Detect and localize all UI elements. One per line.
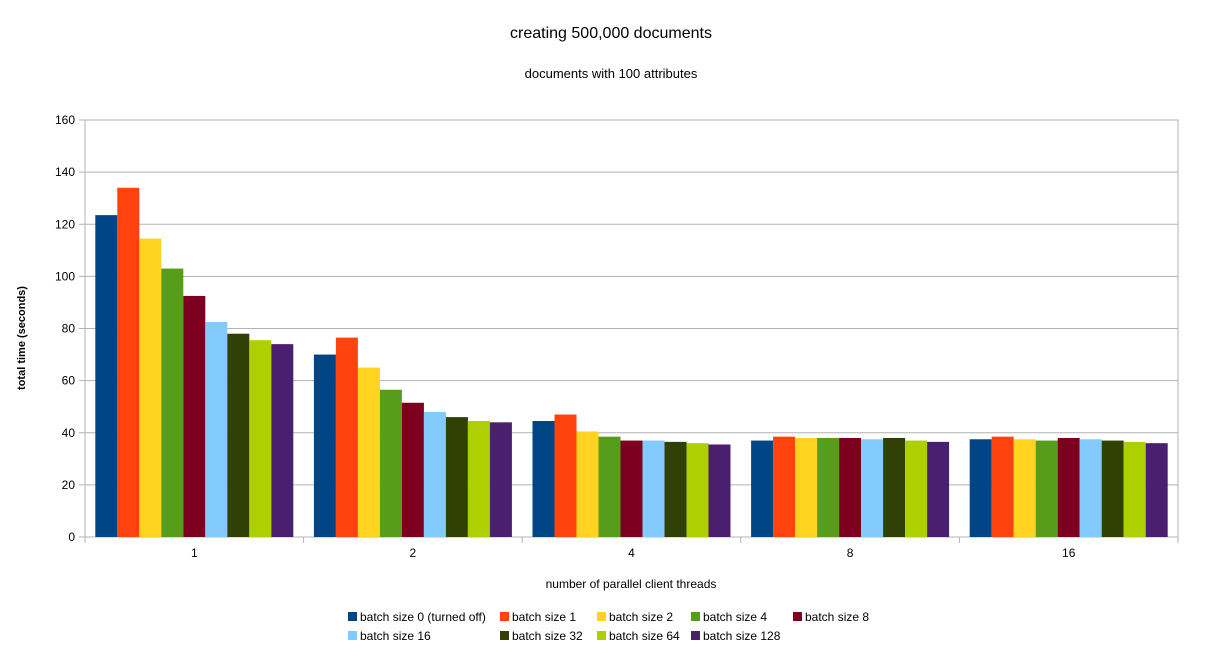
bar	[1057, 437, 1080, 537]
legend-label: batch size 128	[703, 629, 781, 643]
bar	[751, 440, 774, 537]
y-tick-label: 0	[68, 530, 75, 544]
bar	[1123, 441, 1146, 537]
bar	[205, 321, 228, 537]
y-tick-label: 40	[62, 426, 76, 440]
bar	[357, 367, 380, 537]
legend-item: batch size 8	[793, 610, 869, 624]
legend-swatch	[691, 631, 700, 640]
legend-label: batch size 64	[609, 629, 680, 643]
chart-title: creating 500,000 documents	[510, 25, 712, 42]
legend-swatch	[793, 612, 802, 621]
legend-label: batch size 4	[703, 610, 767, 624]
legend-swatch	[500, 631, 509, 640]
bar	[489, 422, 512, 537]
y-tick-label: 120	[55, 217, 75, 231]
bar	[554, 414, 577, 537]
bar	[664, 441, 687, 537]
bar	[686, 443, 709, 537]
bar	[161, 268, 184, 537]
legend-item: batch size 64	[597, 629, 680, 643]
bar	[95, 215, 118, 538]
legend-label: batch size 1	[512, 610, 576, 624]
legend-label: batch size 8	[805, 610, 869, 624]
x-tick-label: 8	[847, 546, 854, 560]
legend-label: batch size 0 (turned off)	[360, 610, 486, 624]
axes: 0 20 40 60 80 100 120 140 160 1 2 4 8 16	[55, 113, 1179, 560]
bar	[249, 340, 272, 537]
bar	[576, 431, 599, 537]
bar	[467, 421, 490, 537]
legend-item: batch size 128	[691, 629, 781, 643]
bar	[423, 411, 446, 537]
y-tick-label: 100	[55, 269, 75, 283]
x-tick-label: 4	[628, 546, 635, 560]
bar	[183, 295, 206, 537]
bar	[271, 344, 294, 537]
legend-item: batch size 32	[500, 629, 583, 643]
bar	[139, 238, 162, 537]
legend-label: batch size 16	[360, 629, 431, 643]
bar	[1035, 440, 1058, 537]
legend-item: batch size 2	[597, 610, 673, 624]
x-tick-label: 2	[410, 546, 417, 560]
bars	[95, 187, 1168, 538]
bar	[335, 337, 358, 537]
bar	[861, 439, 884, 537]
bar	[1079, 439, 1102, 537]
y-tick-label: 140	[55, 165, 75, 179]
legend-swatch	[348, 612, 357, 621]
bar	[839, 437, 862, 537]
y-tick-label: 20	[62, 478, 76, 492]
y-tick-label: 160	[55, 113, 75, 127]
bar	[1101, 440, 1124, 537]
bar	[927, 441, 950, 537]
legend-swatch	[500, 612, 509, 621]
bar	[532, 421, 555, 537]
bar	[817, 437, 840, 537]
bar	[708, 444, 731, 537]
bar	[1145, 443, 1168, 537]
legend-swatch	[348, 631, 357, 640]
legend: batch size 0 (turned off) batch size 1 bat…	[348, 610, 869, 643]
legend-swatch	[597, 612, 606, 621]
legend-item: batch size 1	[500, 610, 576, 624]
x-tick-label: 1	[191, 546, 198, 560]
bar	[227, 333, 250, 537]
x-axis-label: number of parallel client threads	[546, 577, 717, 591]
bar	[883, 437, 906, 537]
bar	[969, 439, 992, 537]
bar	[642, 440, 665, 537]
bar	[313, 354, 336, 537]
bar	[445, 417, 468, 537]
x-tick-label: 16	[1062, 546, 1076, 560]
legend-swatch	[597, 631, 606, 640]
bar	[795, 437, 818, 537]
y-tick-label: 60	[62, 374, 76, 388]
bar	[598, 436, 621, 537]
bar	[401, 402, 424, 537]
legend-label: batch size 32	[512, 629, 583, 643]
bar	[117, 187, 140, 537]
y-axis-label: total time (seconds)	[16, 286, 28, 390]
bar	[620, 440, 643, 537]
bar	[379, 389, 402, 537]
bar	[905, 440, 928, 537]
bar	[1013, 439, 1036, 537]
bar	[773, 436, 796, 537]
legend-swatch	[691, 612, 700, 621]
legend-item: batch size 4	[691, 610, 767, 624]
legend-item: batch size 0 (turned off)	[348, 610, 486, 624]
bar	[991, 436, 1014, 537]
legend-label: batch size 2	[609, 610, 673, 624]
y-tick-label: 80	[62, 322, 76, 336]
chart-subtitle: documents with 100 attributes	[525, 66, 698, 81]
legend-item: batch size 16	[348, 629, 431, 643]
